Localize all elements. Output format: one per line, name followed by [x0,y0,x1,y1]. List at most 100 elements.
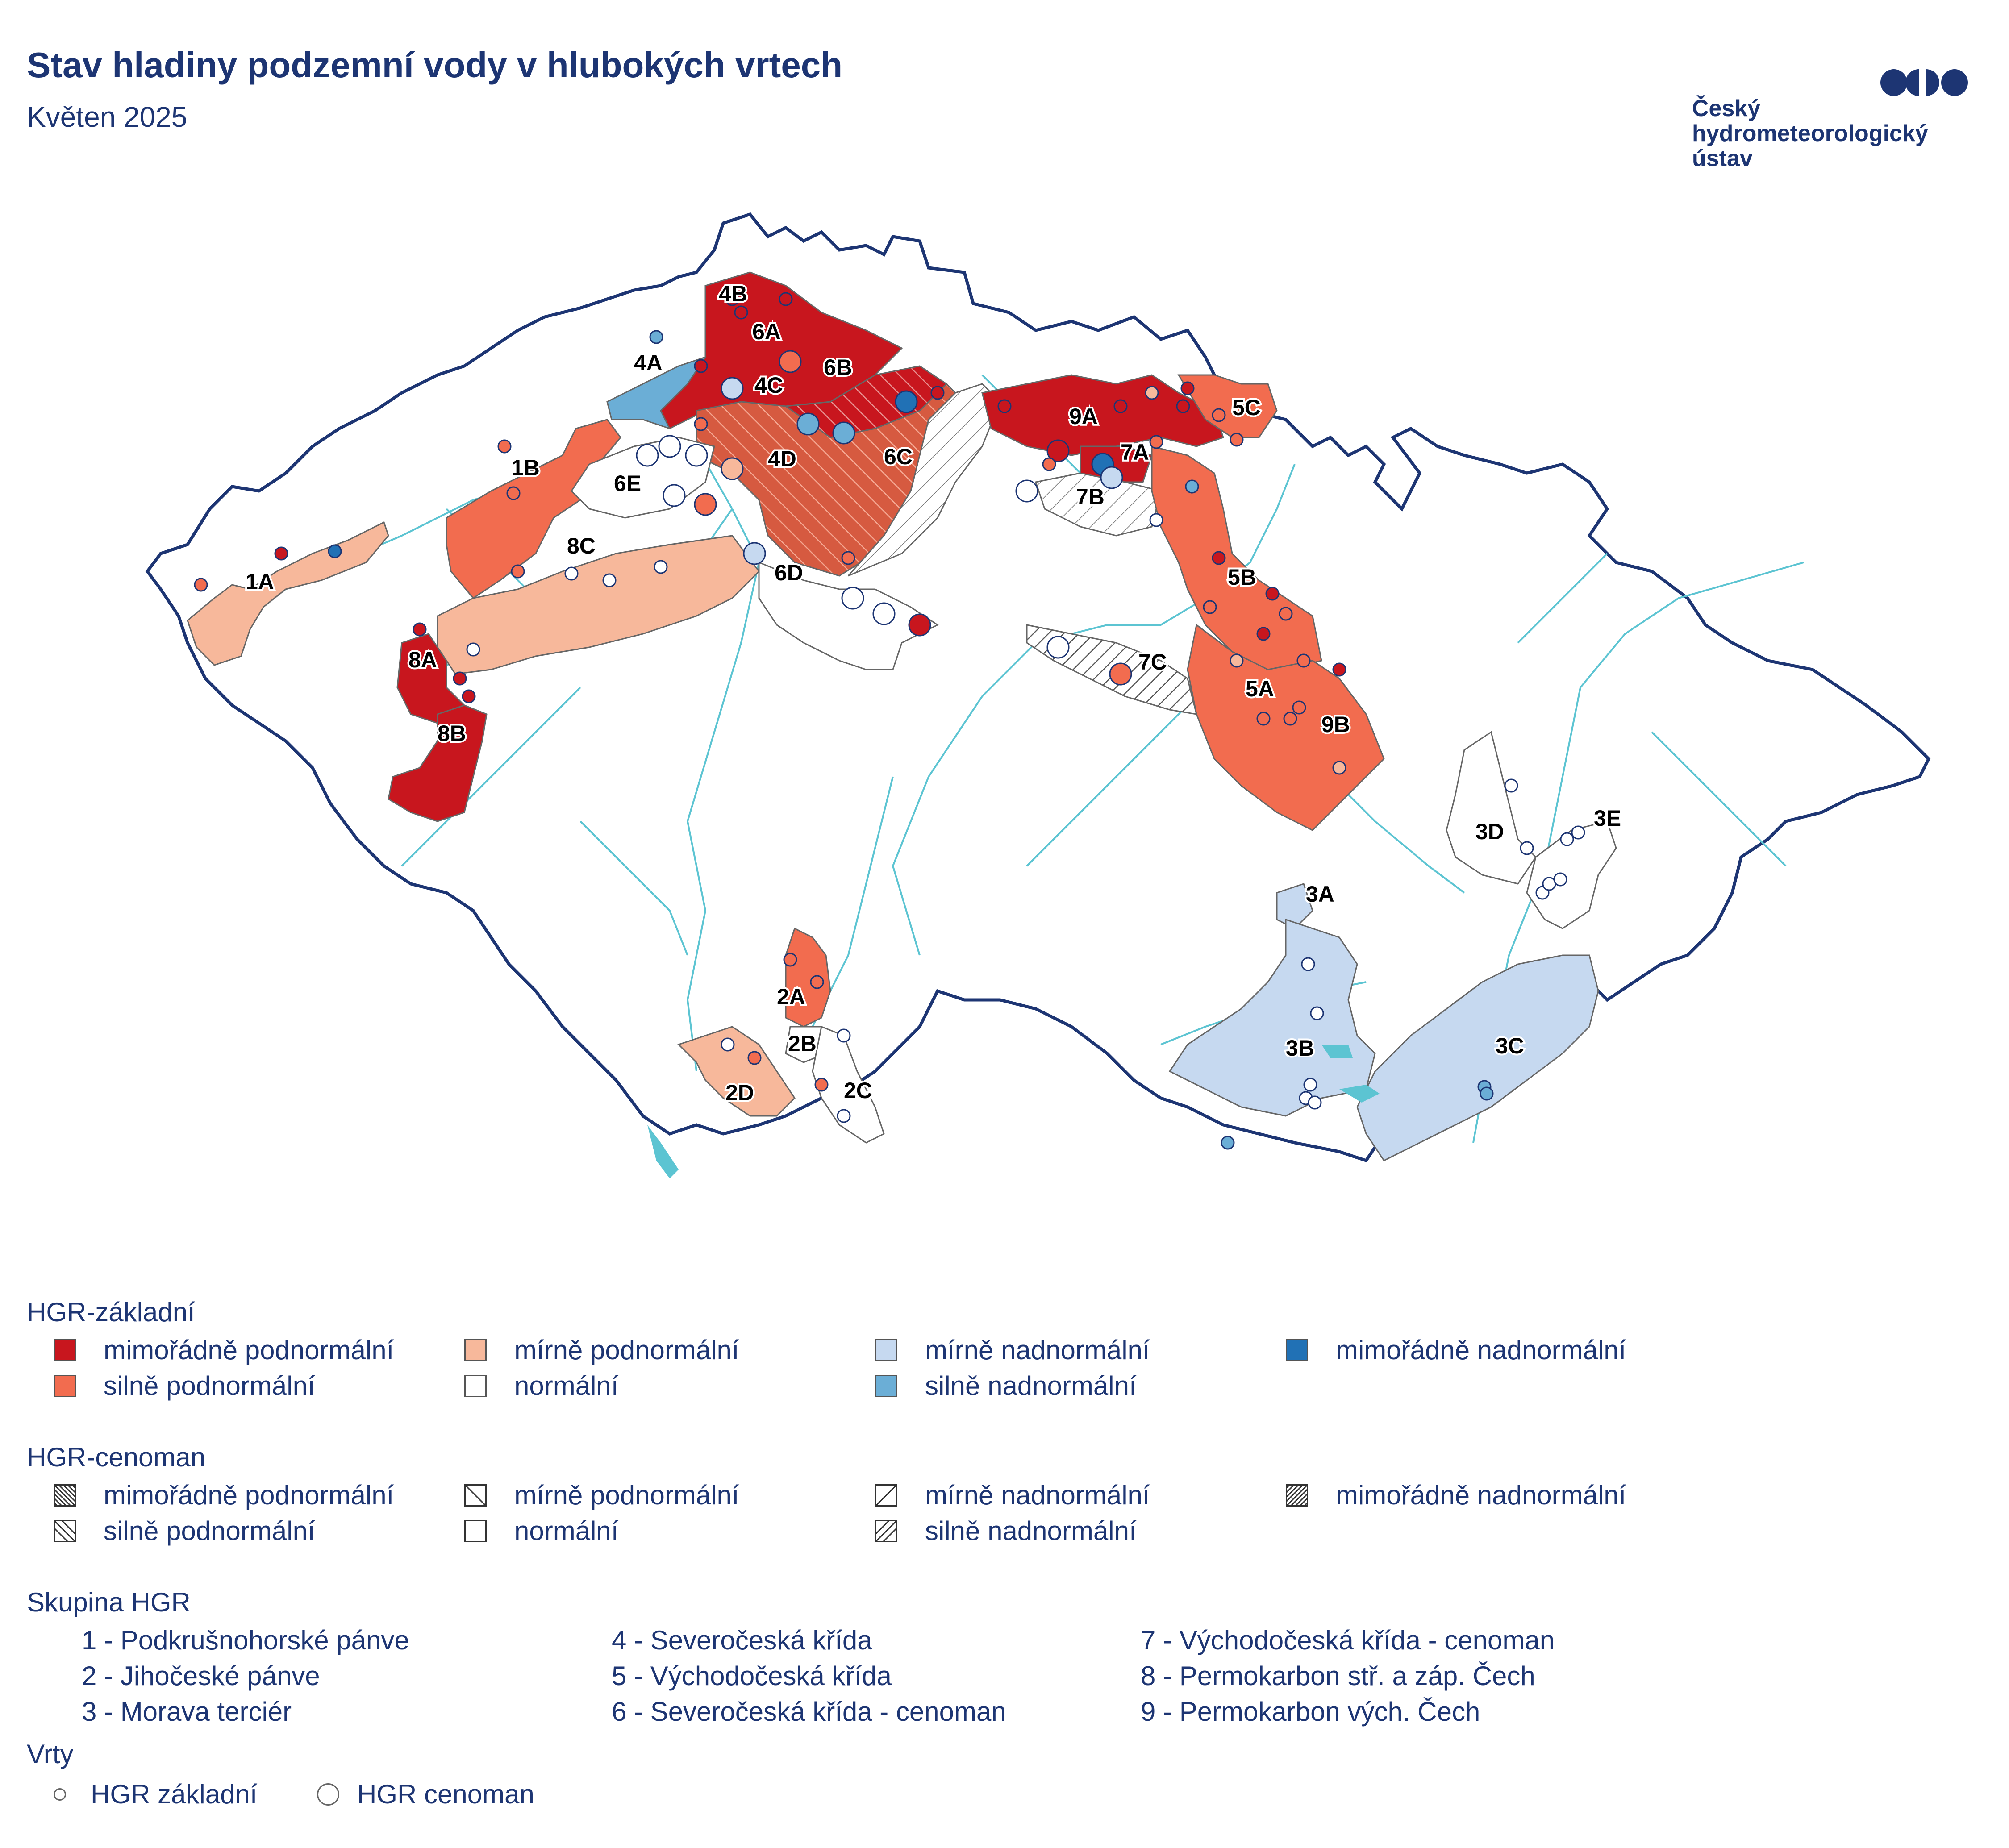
label-6D: 6D [775,560,803,585]
legend-cenoman-item-5: silně nadnormální [875,1515,1137,1546]
label-4D: 4D [768,446,796,471]
region-3C [1356,954,1599,1161]
label-8C: 8C [567,533,596,558]
hatch-sparse-icon [464,1484,487,1507]
label-7C: 7C [1138,649,1167,674]
group-7: 7 - Východočeská křída - cenoman [1141,1625,1555,1655]
label-4C: 4C [754,373,783,398]
region-8B [388,704,488,822]
hatch-none-icon [464,1519,487,1542]
label-6E: 6E [614,471,641,496]
legend-swatch [464,1339,487,1361]
label-4B: 4B [719,281,747,306]
legend-basic-item-0: mimořádně podnormální [54,1335,394,1365]
legend-well-basic: HGR základní [54,1779,257,1810]
legend-label: mimořádně podnormální [104,1480,394,1510]
legend-basic-heading: HGR-základní [27,1297,195,1327]
legend-label: mírně podnormální [514,1335,739,1365]
legend-swatch [54,1339,76,1361]
page-title: Stav hladiny podzemní vody v hlubokých v… [27,45,843,85]
hatch-sparse-reverse-icon [875,1484,897,1507]
label-2D: 2D [725,1080,754,1105]
legend-basic-item-1: silně podnormální [54,1370,315,1401]
region-7B [1035,472,1162,537]
legend-basic-item-2: mírně podnormální [464,1335,739,1365]
group-9: 9 - Permokarbon vých. Čech [1141,1697,1480,1727]
legend-label: silně podnormální [104,1371,315,1401]
hatch-medium-icon [54,1519,76,1542]
logo-line-1: Český [1692,96,1761,121]
label-1B: 1B [511,455,540,480]
label-9B: 9B [1321,712,1350,737]
label-6C: 6C [884,444,913,469]
label-7A: 7A [1121,440,1149,465]
group-4: 4 - Severočeská křída [612,1625,872,1655]
label-3A: 3A [1306,882,1334,907]
legend-well-cenoman: HGR cenoman [317,1779,534,1810]
region-5A [1187,624,1385,831]
legend-swatch [875,1339,897,1361]
label-3B: 3B [1286,1036,1314,1061]
legend-label: normální [514,1371,619,1401]
legend-label: mimořádně nadnormální [1336,1480,1626,1510]
legend-swatch [464,1374,487,1397]
hatch-dense-reverse-icon [1286,1484,1308,1507]
region-3B [1168,918,1376,1117]
label-8B: 8B [438,721,466,746]
logo-line-3: ústav [1692,146,1753,171]
legend-label: normální [514,1516,619,1546]
label-3E: 3E [1594,806,1621,831]
group-8: 8 - Permokarbon stř. a záp. Čech [1141,1661,1535,1691]
label-5C: 5C [1232,395,1261,420]
legend-label: mírně nadnormální [925,1335,1150,1365]
logo-dots-icon [1880,69,1968,96]
legend-label: HGR základní [91,1779,258,1809]
legend-label: mírně podnormální [514,1480,739,1510]
label-3D: 3D [1475,819,1504,844]
label-3C: 3C [1496,1033,1524,1058]
label-2A: 2A [777,984,805,1009]
legend-cenoman-item-4: mírně nadnormální [875,1480,1150,1511]
legend-basic-item-5: silně nadnormální [875,1370,1137,1401]
region-8C [437,535,760,675]
legend-label: silně nadnormální [925,1516,1137,1546]
well-large-icon [317,1783,339,1806]
region-3E [1526,820,1617,929]
region-6C [847,383,1001,577]
legend-cenoman-heading: HGR-cenoman [27,1442,206,1472]
legend-cenoman-item-2: mírně podnormální [464,1480,739,1511]
wells [194,292,1585,1150]
region-9A [981,374,1224,456]
legend-cenoman-item-6: mimořádně nadnormální [1286,1480,1626,1511]
region-6D [758,561,939,670]
region-2A [785,927,831,1028]
group-6: 6 - Severočeská křída - cenoman [612,1697,1006,1727]
label-6B: 6B [824,355,852,380]
legend-groups-heading: Skupina HGR [27,1587,191,1617]
legend-label: mimořádně nadnormální [1336,1335,1626,1365]
group-3: 3 - Morava terciér [82,1697,292,1727]
label-6A: 6A [752,319,781,344]
group-5: 5 - Východočeská křída [612,1661,892,1691]
region-labels: 1A 1B 8C 6E 4A 4B 6A 4C 6B 4D 6C 9A 5C 7… [244,279,1623,1107]
lakes [647,1045,1380,1178]
hatch-medium-reverse-icon [875,1519,897,1542]
label-5A: 5A [1246,676,1274,701]
page-subtitle: Květen 2025 [27,101,188,133]
label-9A: 9A [1069,404,1098,429]
logo: Český hydrometeorologický ústav [1692,62,1987,179]
legend-swatch [1286,1339,1308,1361]
legend-label: HGR cenoman [357,1779,534,1809]
label-2C: 2C [844,1078,872,1103]
legend-swatch [54,1374,76,1397]
label-1A: 1A [246,569,274,594]
region-3A [1276,883,1313,929]
logo-text: Český hydrometeorologický ústav [1692,96,1928,171]
region-5C [1177,374,1278,438]
well-small-icon [54,1788,66,1801]
legend-cenoman-item-0: mimořádně podnormální [54,1480,394,1511]
region-3D [1446,731,1537,885]
region-1A [187,521,389,666]
legend-swatch [875,1374,897,1397]
region-2D [677,1026,796,1117]
